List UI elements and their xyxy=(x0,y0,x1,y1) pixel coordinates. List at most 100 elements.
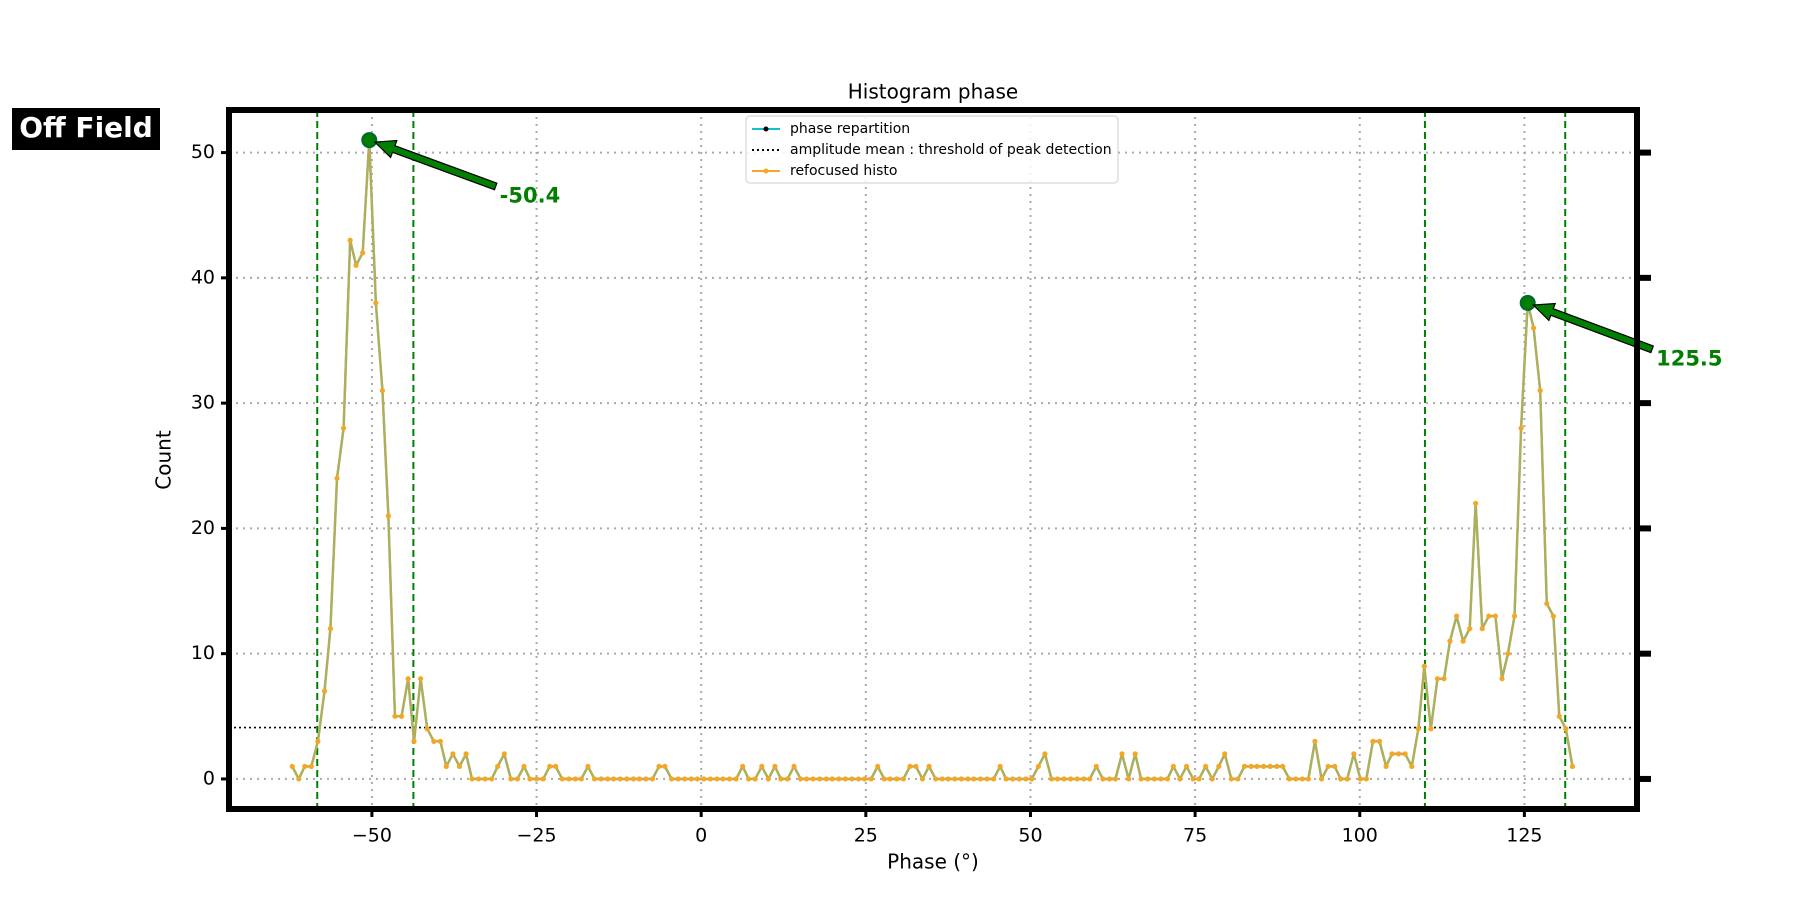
series-point xyxy=(900,776,906,782)
x-tick-label: 25 xyxy=(854,825,878,847)
series-point xyxy=(1447,638,1453,644)
series-point xyxy=(694,776,700,782)
series-point xyxy=(965,776,971,782)
series-point xyxy=(1209,776,1215,782)
series-line xyxy=(291,138,1574,781)
series-point xyxy=(379,388,386,394)
series-point xyxy=(630,776,636,782)
series-point xyxy=(1544,600,1550,607)
series-point xyxy=(1235,776,1241,782)
series-point xyxy=(798,776,804,782)
series-point xyxy=(533,776,540,782)
series-point xyxy=(714,776,720,782)
series-point xyxy=(733,776,739,782)
series-point xyxy=(340,425,347,431)
series-point xyxy=(1479,626,1485,632)
series-point xyxy=(894,776,900,782)
series-point xyxy=(405,676,411,682)
series-point xyxy=(1177,776,1183,782)
series-point xyxy=(1396,751,1402,757)
x-tick-label: 125 xyxy=(1506,825,1542,847)
series-point xyxy=(1460,638,1466,644)
series-point xyxy=(1409,763,1415,770)
series-point xyxy=(1486,613,1492,619)
series-point xyxy=(1260,763,1267,770)
series-point xyxy=(662,763,668,770)
legend-label: amplitude mean : threshold of peak detec… xyxy=(790,142,1112,158)
series-point xyxy=(1402,751,1408,757)
series-point xyxy=(398,713,405,719)
series-point xyxy=(360,250,366,256)
y-tick-label: 40 xyxy=(191,266,215,288)
series-point xyxy=(868,776,874,782)
series-point xyxy=(881,776,887,782)
annotation-label: 125.5 xyxy=(1656,346,1722,370)
series-point xyxy=(1016,776,1022,782)
series-point xyxy=(1087,776,1093,782)
series-point xyxy=(682,776,688,782)
series-point xyxy=(431,738,437,744)
series-point xyxy=(296,776,302,782)
series-point xyxy=(1338,776,1344,782)
series-point xyxy=(353,262,359,268)
series-point xyxy=(1556,713,1562,719)
series-point xyxy=(469,776,475,782)
series-point xyxy=(778,776,784,782)
series-point xyxy=(443,763,449,770)
series-point xyxy=(1441,676,1447,682)
x-tick-label: 0 xyxy=(695,825,707,847)
series-point xyxy=(1376,738,1383,744)
series-point xyxy=(566,776,572,782)
series-point xyxy=(1286,776,1292,782)
series-point xyxy=(456,763,463,770)
series-point xyxy=(817,776,823,782)
series-point xyxy=(1170,763,1176,770)
series-point xyxy=(823,776,829,782)
series-point xyxy=(1389,751,1395,757)
peak-marker xyxy=(361,132,378,149)
series-point xyxy=(1357,776,1364,782)
series-point xyxy=(1325,763,1331,770)
series-point xyxy=(1145,776,1151,782)
series-point xyxy=(392,713,398,719)
y-tick-label: 30 xyxy=(191,392,215,414)
plot-frame xyxy=(226,107,1640,812)
series-point xyxy=(475,776,482,782)
series-point xyxy=(1248,763,1254,770)
annotation-label: -50.4 xyxy=(500,183,561,207)
series-point xyxy=(321,688,328,694)
series-point xyxy=(578,776,584,782)
series-point xyxy=(926,763,932,770)
badge-box xyxy=(12,108,160,150)
series-point xyxy=(591,776,598,782)
series-point xyxy=(334,475,340,481)
series-point xyxy=(521,763,527,770)
series-point xyxy=(945,776,951,782)
series-point xyxy=(1467,626,1473,632)
series-point xyxy=(636,776,642,782)
series-point xyxy=(720,776,726,782)
series-point xyxy=(489,776,495,782)
series-point xyxy=(1434,676,1441,682)
series-point xyxy=(347,237,353,243)
series-point xyxy=(1499,676,1505,682)
series-point xyxy=(784,776,791,782)
series-point xyxy=(1035,763,1041,770)
series-point xyxy=(913,763,919,770)
x-tick-label: −50 xyxy=(352,825,392,847)
annotation-arrow xyxy=(373,139,498,191)
series-point xyxy=(450,751,456,757)
series-point xyxy=(1332,763,1338,770)
series-point xyxy=(668,776,675,782)
series-point xyxy=(308,763,314,770)
series-point xyxy=(1537,388,1543,394)
series-point xyxy=(649,776,656,782)
series-point xyxy=(971,776,977,782)
series-point xyxy=(1119,751,1125,757)
series-point xyxy=(1518,425,1524,431)
series-point xyxy=(984,776,990,782)
series-point xyxy=(1318,776,1325,782)
series-point xyxy=(875,763,881,770)
series-point xyxy=(1254,763,1260,770)
